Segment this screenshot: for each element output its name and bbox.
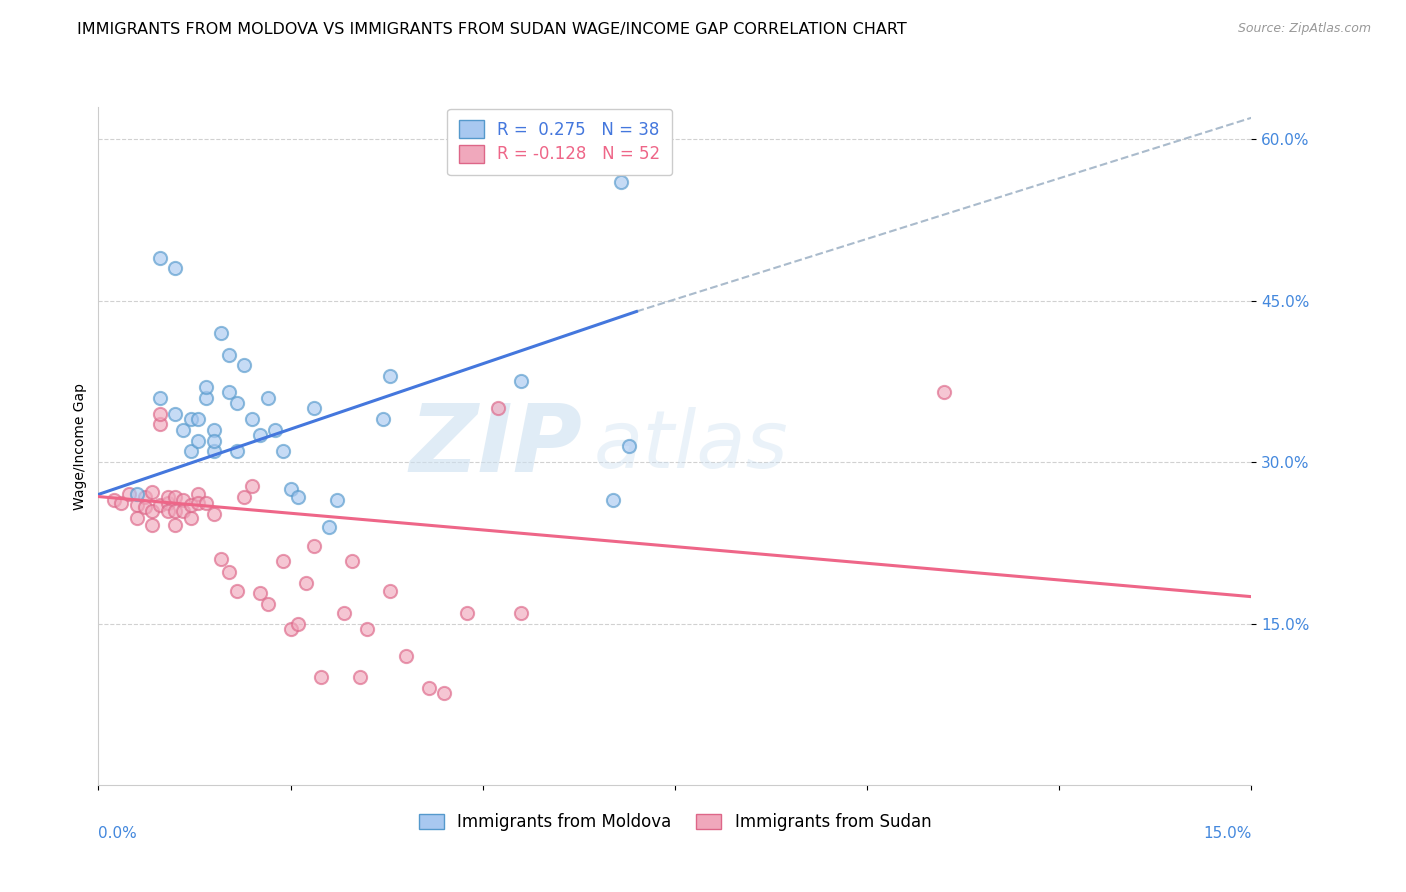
Point [187,434,209,448]
Point [256,597,278,611]
Point [172,503,194,517]
Point [371,412,394,426]
Point [418,681,440,695]
Point [209,326,232,340]
Point [340,554,363,568]
Point [141,485,163,500]
Point [456,606,478,620]
Point [165,517,187,532]
Point [134,500,156,515]
Point [287,616,309,631]
Point [256,391,278,405]
Point [617,439,640,453]
Point [125,498,148,512]
Point [195,391,218,405]
Point [103,492,125,507]
Point [165,261,187,276]
Point [510,606,533,620]
Point [218,385,240,400]
Point [318,519,340,533]
Point [302,401,325,416]
Point [240,479,263,493]
Point [349,670,371,684]
Point [156,503,179,517]
Text: ZIP: ZIP [409,400,582,492]
Point [510,375,533,389]
Point [610,175,633,189]
Point [225,444,247,458]
Point [149,391,172,405]
Point [165,490,187,504]
Point [602,492,624,507]
Point [141,503,163,517]
Point [249,586,271,600]
Point [187,487,209,501]
Point [325,492,347,507]
Point [380,369,402,384]
Point [125,487,148,501]
Point [172,492,194,507]
Point [311,670,333,684]
Point [271,554,294,568]
Point [295,575,318,590]
Point [149,251,172,265]
Point [202,434,225,448]
Point [233,359,256,373]
Point [302,539,325,553]
Legend: Immigrants from Moldova, Immigrants from Sudan: Immigrants from Moldova, Immigrants from… [412,806,938,838]
Point [180,412,202,426]
Point [287,490,309,504]
Point [134,490,156,504]
Point [271,444,294,458]
Point [165,503,187,517]
Point [180,444,202,458]
Point [202,423,225,437]
Point [209,552,232,566]
Point [172,423,194,437]
Point [187,496,209,510]
Point [118,487,141,501]
Point [202,444,225,458]
Point [249,428,271,442]
Point [156,496,179,510]
Point [165,407,187,421]
Point [195,496,218,510]
Point [141,517,163,532]
Point [149,407,172,421]
Point [202,507,225,521]
Text: 15.0%: 15.0% [1204,826,1251,840]
Point [110,496,132,510]
Point [433,686,456,700]
Point [626,143,648,157]
Point [380,584,402,599]
Text: atlas: atlas [595,407,789,485]
Point [356,622,378,636]
Point [149,417,172,432]
Y-axis label: Wage/Income Gap: Wage/Income Gap [73,383,87,509]
Point [264,423,287,437]
Point [218,347,240,361]
Point [486,401,509,416]
Text: IMMIGRANTS FROM MOLDOVA VS IMMIGRANTS FROM SUDAN WAGE/INCOME GAP CORRELATION CHA: IMMIGRANTS FROM MOLDOVA VS IMMIGRANTS FR… [77,22,907,37]
Point [280,482,302,496]
Point [149,498,172,512]
Point [218,565,240,579]
Point [180,511,202,525]
Text: 0.0%: 0.0% [98,826,138,840]
Point [225,584,247,599]
Point [225,396,247,410]
Point [187,412,209,426]
Point [125,511,148,525]
Point [233,490,256,504]
Point [156,490,179,504]
Point [395,648,418,663]
Point [195,380,218,394]
Point [932,385,955,400]
Text: Source: ZipAtlas.com: Source: ZipAtlas.com [1237,22,1371,36]
Point [333,606,356,620]
Point [180,498,202,512]
Point [240,412,263,426]
Point [280,622,302,636]
